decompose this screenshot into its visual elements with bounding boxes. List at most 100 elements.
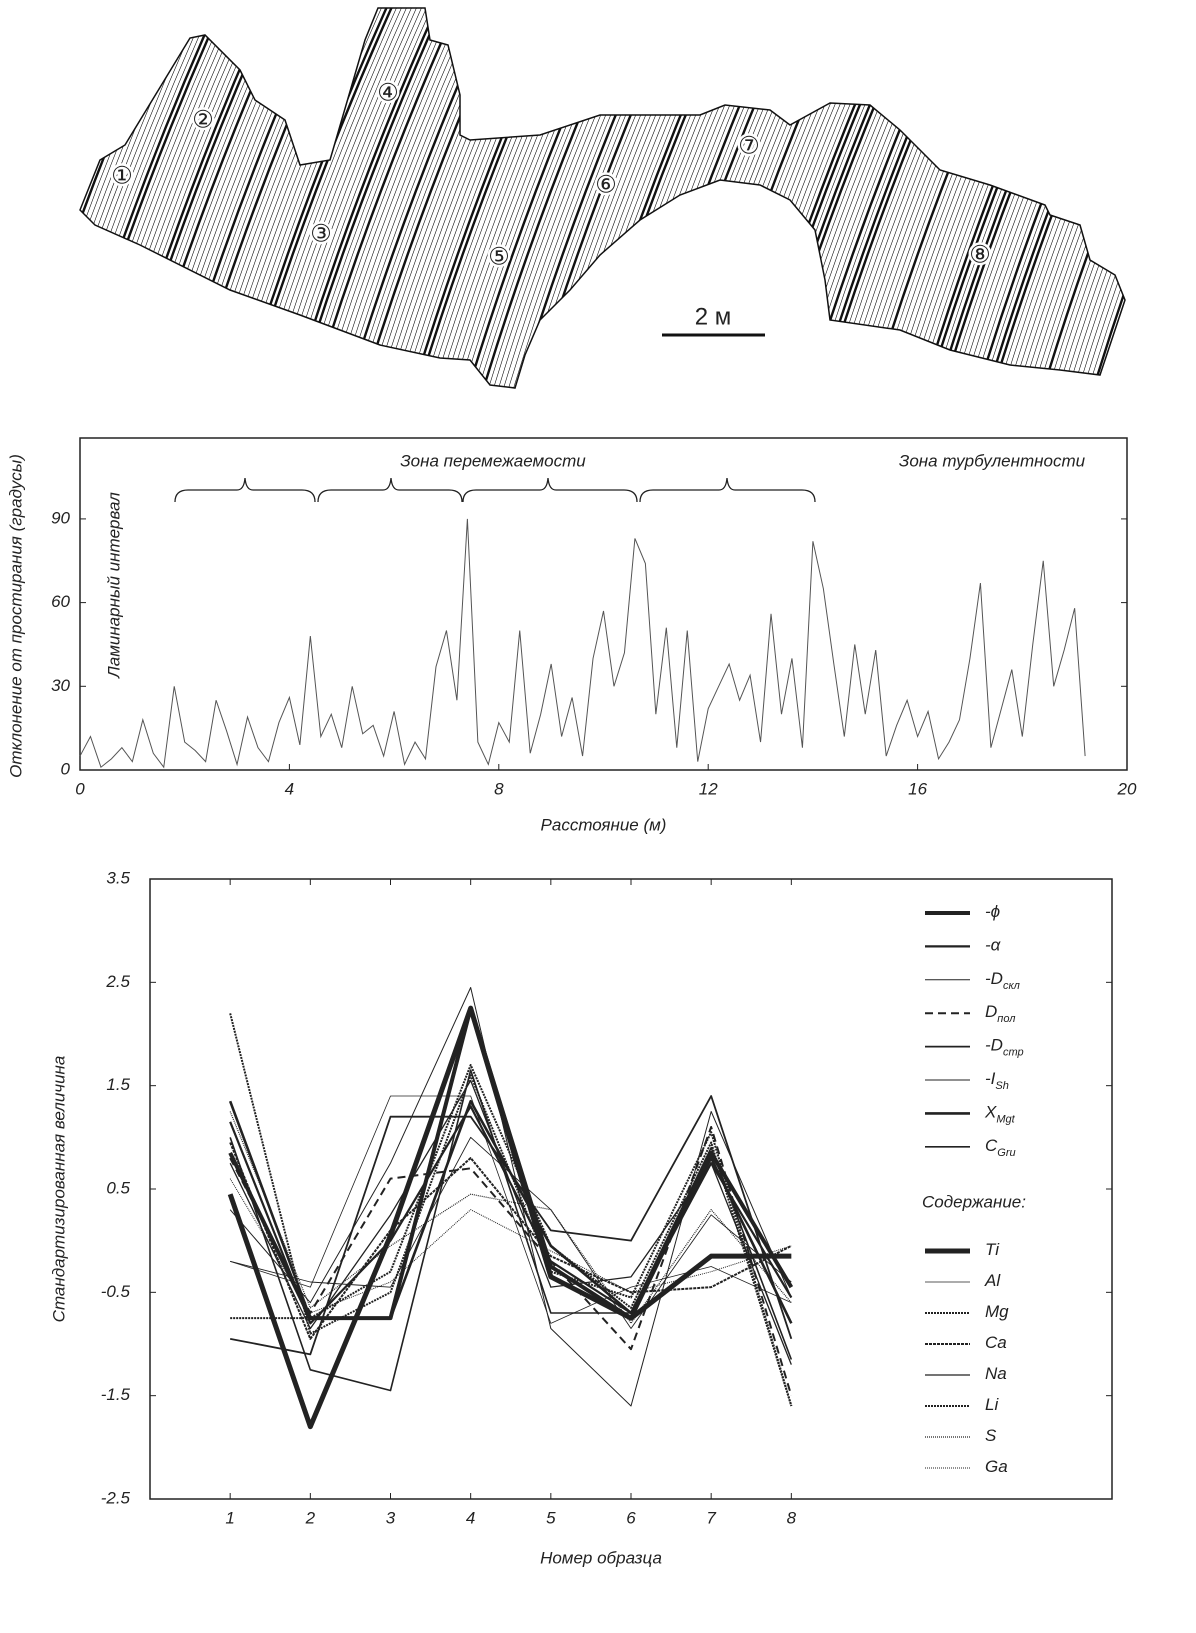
x-tick-label: 4 <box>466 1508 475 1527</box>
hatch-line <box>1145 0 1196 400</box>
legend-name: -α <box>985 936 1002 955</box>
legend-label: XMgt <box>984 1103 1016 1125</box>
data-line <box>229 1079 792 1365</box>
legend-label: Na <box>985 1364 1007 1383</box>
legend-subscript: пол <box>997 1013 1015 1025</box>
y-tick-label: 3.5 <box>106 868 130 887</box>
hatch-line <box>80 8 206 388</box>
x-tick-label: 16 <box>908 779 927 798</box>
legend-name: C <box>985 1136 998 1155</box>
legend-label: -Dскл <box>985 969 1020 991</box>
y-tick-label: 30 <box>51 676 70 695</box>
hatch-line <box>1084 8 1125 388</box>
y-tick-label: 2.5 <box>105 972 130 991</box>
x-tick-label: 1 <box>225 1508 234 1527</box>
legend-name: -D <box>985 1036 1003 1055</box>
x-tick-label: 20 <box>1117 779 1137 798</box>
legend-label: -ISh <box>985 1069 1009 1091</box>
legend-label: Al <box>984 1271 1001 1290</box>
annotation: Ламинарный интервал <box>104 492 123 679</box>
y-tick-label: 90 <box>51 508 70 527</box>
y-tick-label: 0.5 <box>106 1178 130 1197</box>
hatch-line <box>0 0 25 400</box>
x-axis-title: Номер образца <box>540 1548 662 1567</box>
hatch-line <box>1064 8 1125 388</box>
hatch-line <box>1140 0 1196 400</box>
data-line <box>229 1069 793 1392</box>
legend-subscript: Sh <box>995 1080 1008 1092</box>
x-tick-label: 0 <box>75 779 85 798</box>
legend-name: S <box>985 1426 997 1445</box>
legend-name: Na <box>985 1364 1007 1383</box>
legend-label: CGru <box>985 1136 1016 1158</box>
legend-label: Ca <box>985 1333 1007 1352</box>
hatch-line <box>1135 0 1196 400</box>
hatch-line <box>0 0 70 400</box>
data-line <box>230 1064 793 1407</box>
legend-name: Ga <box>985 1457 1008 1476</box>
hatch-line <box>80 8 81 388</box>
hatch-line <box>80 8 86 388</box>
legend-label: S <box>985 1426 997 1445</box>
hatch-line <box>0 0 35 400</box>
legend-subscript: Mgt <box>996 1113 1015 1125</box>
legend-label: -ϕ <box>985 902 1000 921</box>
zone-number: ⑤ <box>488 243 510 270</box>
hatch-line <box>1160 0 1196 400</box>
legend-subscript: стр <box>1003 1047 1024 1059</box>
zone-number: ② <box>192 106 214 133</box>
legend-subscript: скл <box>1003 980 1020 992</box>
hatch-line <box>1114 8 1125 388</box>
y-axis-title: Отклонение от простирания (градусы) <box>6 454 25 778</box>
hatch-line <box>1180 0 1196 400</box>
hatch-line <box>1130 0 1196 400</box>
hatch-line <box>1069 8 1125 388</box>
legend-label: Mg <box>985 1302 1009 1321</box>
legend-heading: Содержание: <box>922 1192 1026 1211</box>
x-tick-label: 7 <box>706 1508 716 1527</box>
zone-number: ⑦ <box>738 132 760 159</box>
hatch-line <box>1165 0 1196 400</box>
x-tick-label: 8 <box>787 1508 797 1527</box>
hatch-line <box>0 0 5 400</box>
legend-name: Li <box>985 1395 999 1414</box>
x-tick-label: 12 <box>699 779 718 798</box>
y-tick-label: -0.5 <box>101 1282 131 1301</box>
hatch-line <box>0 0 50 400</box>
hatch-line <box>659 8 811 388</box>
x-tick-label: 6 <box>626 1508 636 1527</box>
legend-name: Ca <box>985 1333 1007 1352</box>
hatch-line <box>1175 0 1196 400</box>
annotation: Зона турбулентности <box>899 451 1086 470</box>
hatch-line <box>1074 8 1125 388</box>
hatch-line <box>1119 8 1125 388</box>
y-tick-label: 1.5 <box>106 1075 130 1094</box>
zone-number: ④ <box>377 79 399 106</box>
zone-number: ③ <box>310 220 332 247</box>
data-line <box>229 1013 793 1407</box>
hatch-line <box>0 0 60 400</box>
hatch-line <box>1170 0 1196 400</box>
hatch-line <box>1079 8 1125 388</box>
legend-label: Dпол <box>985 1003 1015 1025</box>
hatch-line <box>1185 0 1196 400</box>
hatch-line <box>1088 8 1125 388</box>
hatch-line <box>0 0 10 400</box>
x-tick-label: 5 <box>546 1508 556 1527</box>
legend-name: -ϕ <box>985 902 1000 921</box>
zone-braces <box>174 477 816 503</box>
hatch-line <box>0 0 75 400</box>
zone-number: ① <box>111 162 133 189</box>
y-tick-label: 60 <box>51 592 70 611</box>
y-axis-title: Стандартизированная величина <box>49 1056 68 1323</box>
legend-label: Ti <box>985 1240 1000 1259</box>
data-line <box>229 1178 792 1314</box>
data-line <box>229 1126 793 1396</box>
legend-label: -α <box>985 936 1002 955</box>
hatch-line <box>1099 8 1125 388</box>
hatch-line <box>0 0 55 400</box>
hatch-line <box>654 8 806 388</box>
annotation: Зона перемежаемости <box>400 451 586 470</box>
x-tick-label: 3 <box>386 1508 396 1527</box>
